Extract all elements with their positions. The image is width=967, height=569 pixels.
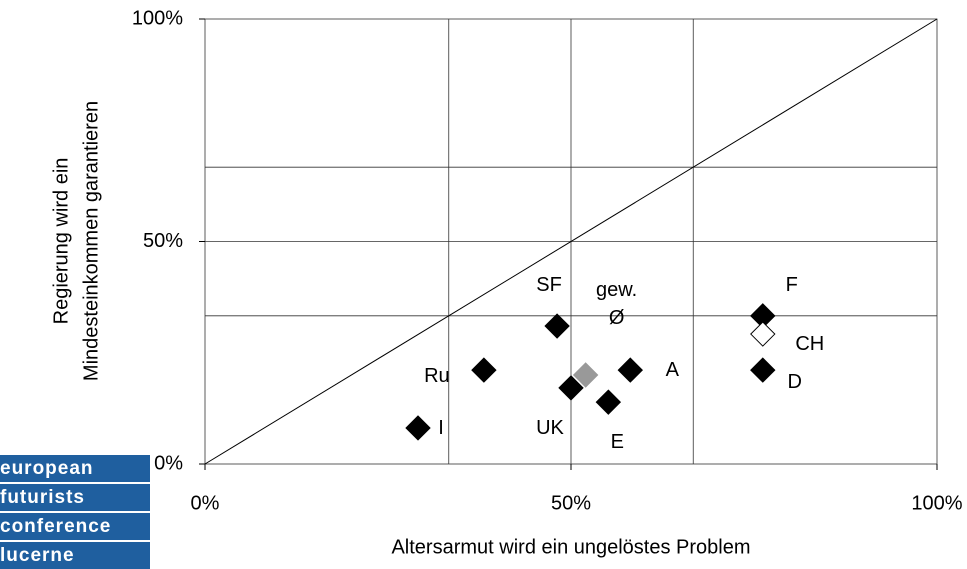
point-label: A: [665, 359, 679, 382]
point-label: gew. Ø: [596, 279, 638, 329]
x-axis-title: Altersarmut wird ein ungelöstes Problem: [391, 536, 750, 558]
diagonal: [204, 18, 938, 465]
point-label: E: [610, 431, 624, 454]
x-tick-label: 100%: [911, 492, 962, 514]
point-label: CH: [795, 333, 825, 356]
point: [750, 357, 776, 383]
point-label: SF: [536, 274, 562, 297]
point: [617, 357, 643, 383]
logo-line: futurists: [0, 484, 150, 511]
point-label: D: [787, 371, 802, 394]
point: [558, 375, 584, 401]
x-tick-label: 0%: [191, 492, 220, 514]
y-axis-title: Mindesteinkommen garantieren: [80, 101, 102, 381]
point-label: F: [785, 273, 798, 296]
point: [595, 389, 622, 415]
x-tick-label: 50%: [551, 492, 591, 514]
y-tick-label: 100%: [132, 7, 183, 29]
point-label: Ru: [424, 365, 450, 388]
y-tick-label: 0%: [154, 452, 183, 474]
point: [572, 362, 599, 388]
point: [750, 321, 776, 347]
point-label: I: [438, 416, 444, 439]
logo-line: european: [0, 455, 150, 482]
point-label: UK: [536, 416, 564, 439]
point: [405, 415, 431, 441]
logo-line: conference: [0, 513, 150, 540]
point: [471, 357, 497, 383]
point: [544, 313, 570, 339]
y-axis-title: Regierung wird ein: [50, 158, 72, 325]
y-tick-label: 50%: [143, 230, 183, 252]
logo-line: lucerne: [0, 542, 150, 569]
